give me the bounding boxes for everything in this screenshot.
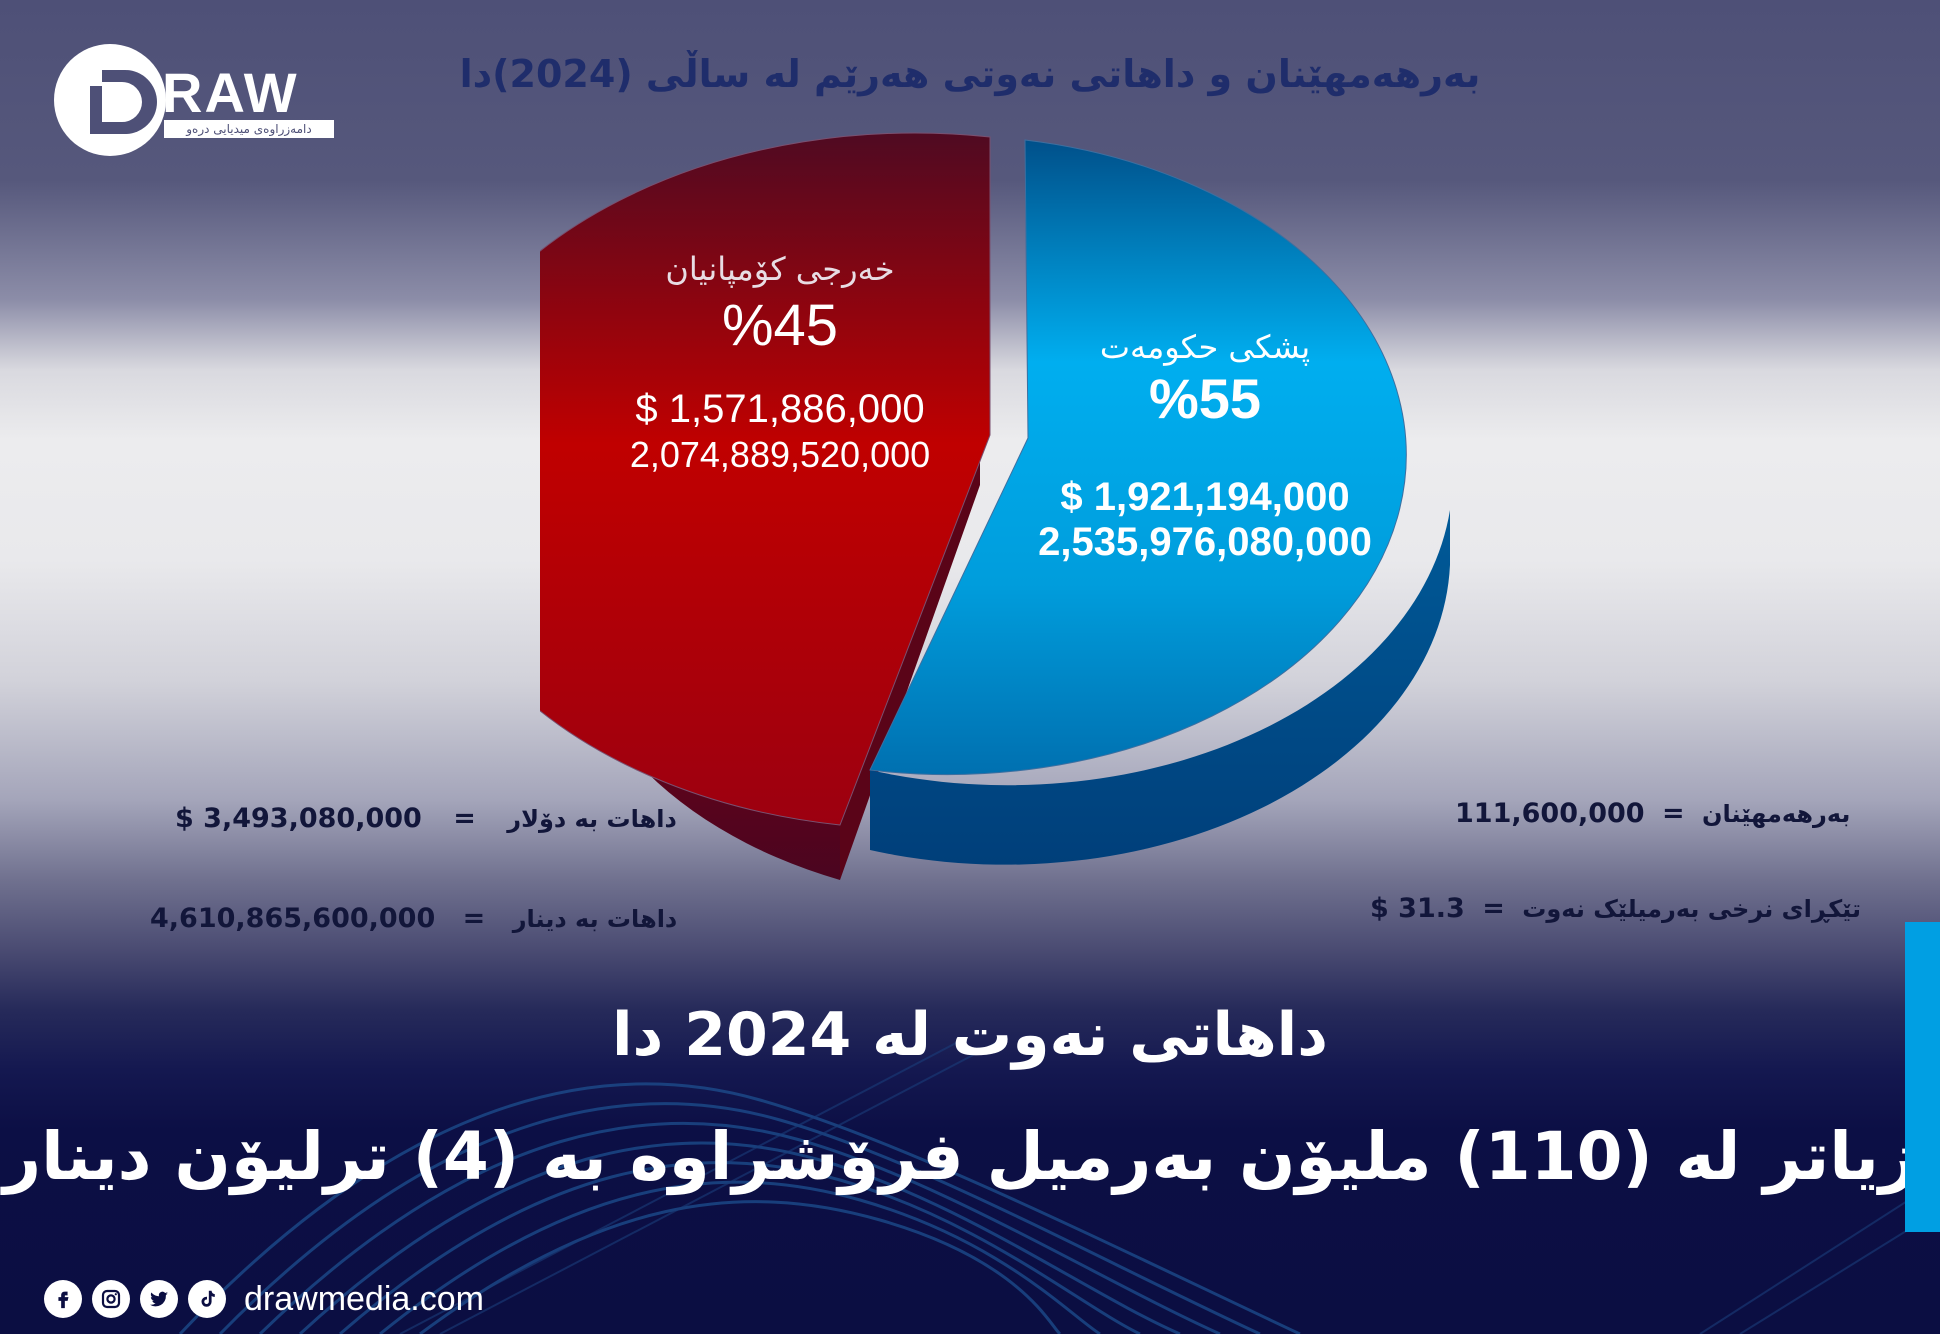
stat-label: داهات بە دینار	[512, 905, 678, 933]
pie-slice-government-side	[870, 510, 1450, 865]
stat-value: 111,600,000	[1455, 798, 1645, 829]
stat-value: $ 3,493,080,000	[175, 803, 422, 834]
stat-eq: =	[1662, 798, 1685, 829]
stat-eq: =	[462, 903, 486, 934]
pie-chart	[540, 132, 1450, 880]
stat-avg-price: $ 31.3 = تێکڕای نرخی بەرمیلێک نەوت	[1370, 893, 1861, 924]
facebook-icon[interactable]	[44, 1280, 82, 1318]
pie-slice-companies	[540, 132, 991, 826]
draw-logo-mark-icon	[54, 44, 166, 156]
stat-label: بەرهەمهێنان	[1702, 800, 1851, 828]
slice-usd: $ 1,571,886,000	[635, 387, 925, 431]
stat-eq: =	[453, 803, 476, 834]
draw-logo: RAW دامەزراوەی میدیایی درەو	[50, 40, 350, 160]
slice-label-government: پشکی حکومەت %55 $ 1,921,194,000 2,535,97…	[1000, 328, 1410, 565]
stat-value: 4,610,865,600,000	[150, 903, 436, 934]
slice-name: خەرجی کۆمپانیان	[665, 250, 895, 288]
stat-production: 111,600,000 = بەرهەمهێنان	[1455, 798, 1850, 829]
website-link[interactable]: drawmedia.com	[244, 1279, 484, 1318]
slice-percent: %45	[721, 293, 839, 358]
tiktok-icon[interactable]	[188, 1280, 226, 1318]
headline-line-1: داهاتی نەوت لە 2024 دا	[611, 1000, 1329, 1070]
headline-line-2: زیاتر لە (110) ملیۆن بەرمیل فرۆشراوە بە …	[3, 1118, 1917, 1195]
slice-label-companies: خەرجی کۆمپانیان %45 $ 1,571,886,000 2,07…	[600, 250, 960, 476]
stat-revenue-usd: $ 3,493,080,000 = داهات بە دۆلار	[175, 803, 677, 834]
slice-percent: %55	[1148, 367, 1262, 430]
stat-eq: =	[1482, 893, 1505, 924]
accent-bar	[1905, 922, 1940, 1232]
slice-iqd: 2,535,976,080,000	[1038, 520, 1372, 564]
logo-wordmark: RAW	[162, 61, 299, 124]
stat-revenue-iqd: 4,610,865,600,000 = داهات بە دینار	[150, 903, 677, 934]
chart-title: بەرهەمهێنان و داهاتی نەوتی هەرێم لە ساڵی…	[459, 52, 1481, 96]
stat-value: $ 31.3	[1370, 893, 1465, 924]
footer: drawmedia.com	[44, 1275, 484, 1323]
slice-name: پشکی حکومەت	[1099, 328, 1311, 366]
twitter-icon[interactable]	[140, 1280, 178, 1318]
logo-tagline: دامەزراوەی میدیایی درەو	[164, 120, 334, 138]
stat-label: داهات بە دۆلار	[507, 805, 677, 833]
instagram-icon[interactable]	[92, 1280, 130, 1318]
slice-iqd: 2,074,889,520,000	[629, 434, 931, 475]
pie-slice-government	[869, 139, 1407, 776]
slice-usd: $ 1,921,194,000	[1060, 475, 1350, 519]
stat-label: تێکڕای نرخی بەرمیلێک نەوت	[1522, 895, 1861, 923]
